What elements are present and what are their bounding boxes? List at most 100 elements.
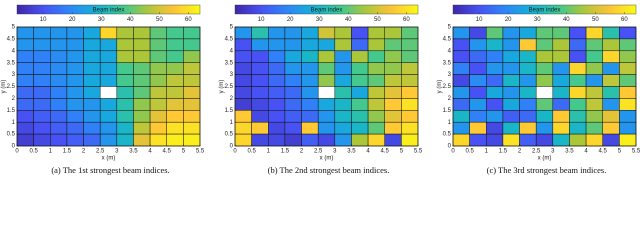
y-tick-label: 2: [448, 96, 452, 102]
cell: [33, 133, 51, 147]
cell: [469, 110, 487, 123]
cell: [16, 133, 34, 147]
cell: [317, 133, 336, 147]
colorbar-tick-label: 30: [534, 17, 541, 23]
y-axis-label: y (m): [437, 80, 443, 94]
y-tick-label: 2: [230, 96, 234, 102]
cell: [33, 98, 51, 111]
cell: [268, 38, 286, 52]
colorbar-tick-label: 60: [621, 17, 628, 23]
cell: [234, 110, 252, 123]
cell: [619, 86, 637, 99]
cell: [401, 121, 419, 135]
cell: [33, 74, 51, 87]
cell: [133, 38, 151, 52]
cell: [535, 26, 554, 40]
cell: [535, 74, 554, 87]
cell: [384, 121, 402, 135]
cell: [469, 98, 487, 111]
cell: [66, 121, 84, 135]
cell: [619, 74, 637, 87]
cell: [133, 50, 151, 63]
y-tick-label: 0.5: [7, 132, 16, 138]
x-tick-label: 1.5: [63, 149, 72, 155]
x-tick-label: 2.5: [314, 149, 323, 155]
cell: [552, 26, 570, 40]
cell: [535, 110, 554, 123]
y-axis-label: y (m): [1, 80, 7, 94]
cell: [166, 133, 184, 147]
y-tick-label: 1.5: [443, 108, 452, 114]
cell: [351, 26, 369, 40]
cell: [452, 26, 470, 40]
cell: [50, 26, 68, 40]
cell: [166, 50, 184, 63]
colorbar-tick-label: 30: [316, 17, 323, 23]
cell: [149, 50, 167, 63]
x-axis-label: x (m): [102, 156, 116, 162]
cell: [602, 98, 620, 111]
cell: [334, 86, 352, 99]
cell: [486, 133, 504, 147]
cell: [334, 110, 352, 123]
cell: [619, 98, 637, 111]
cell: [83, 74, 101, 87]
cell: [469, 38, 487, 52]
cell: [133, 62, 151, 75]
cell: [351, 121, 369, 135]
cell: [602, 133, 620, 147]
y-tick-label: 5: [230, 25, 234, 31]
cell: [268, 110, 286, 123]
cell: [16, 50, 34, 63]
cell: [317, 110, 336, 123]
x-tick-label: 1: [49, 149, 53, 155]
cell: [317, 26, 336, 40]
cell: [301, 50, 319, 63]
cell: [602, 26, 620, 40]
cell: [116, 98, 134, 111]
cell: [284, 98, 302, 111]
cell: [486, 98, 504, 111]
cell: [149, 26, 167, 40]
cell: [301, 74, 319, 87]
cell: [16, 26, 34, 40]
cell: [401, 74, 419, 87]
cell: [585, 121, 603, 135]
cell: [268, 26, 286, 40]
cell: [99, 50, 118, 63]
x-tick-label: 2: [300, 149, 304, 155]
cell: [502, 50, 520, 63]
cell: [317, 38, 336, 52]
cell: [486, 26, 504, 40]
cell: [50, 74, 68, 87]
cell: [469, 74, 487, 87]
cell: [452, 121, 470, 135]
cell: [334, 133, 352, 147]
cell: [619, 121, 637, 135]
cell: [251, 121, 269, 135]
cell: [469, 62, 487, 75]
cell: [33, 26, 51, 40]
cell: [251, 26, 269, 40]
cell: [183, 121, 201, 135]
x-tick-label: 2.5: [96, 149, 105, 155]
cell: [149, 86, 167, 99]
cell: [183, 74, 201, 87]
cell: [351, 62, 369, 75]
cell: [16, 98, 34, 111]
cell: [166, 121, 184, 135]
cell: [519, 26, 537, 40]
cell: [268, 121, 286, 135]
cell: [502, 86, 520, 99]
cell: [569, 26, 587, 40]
x-tick-label: 3.5: [347, 149, 356, 155]
cell: [234, 62, 252, 75]
cell: [33, 50, 51, 63]
y-tick-label: 1: [230, 120, 234, 126]
cell: [619, 38, 637, 52]
y-tick-label: 2: [12, 96, 16, 102]
cell: [116, 74, 134, 87]
y-tick-label: 0: [448, 144, 452, 150]
cell: [585, 26, 603, 40]
